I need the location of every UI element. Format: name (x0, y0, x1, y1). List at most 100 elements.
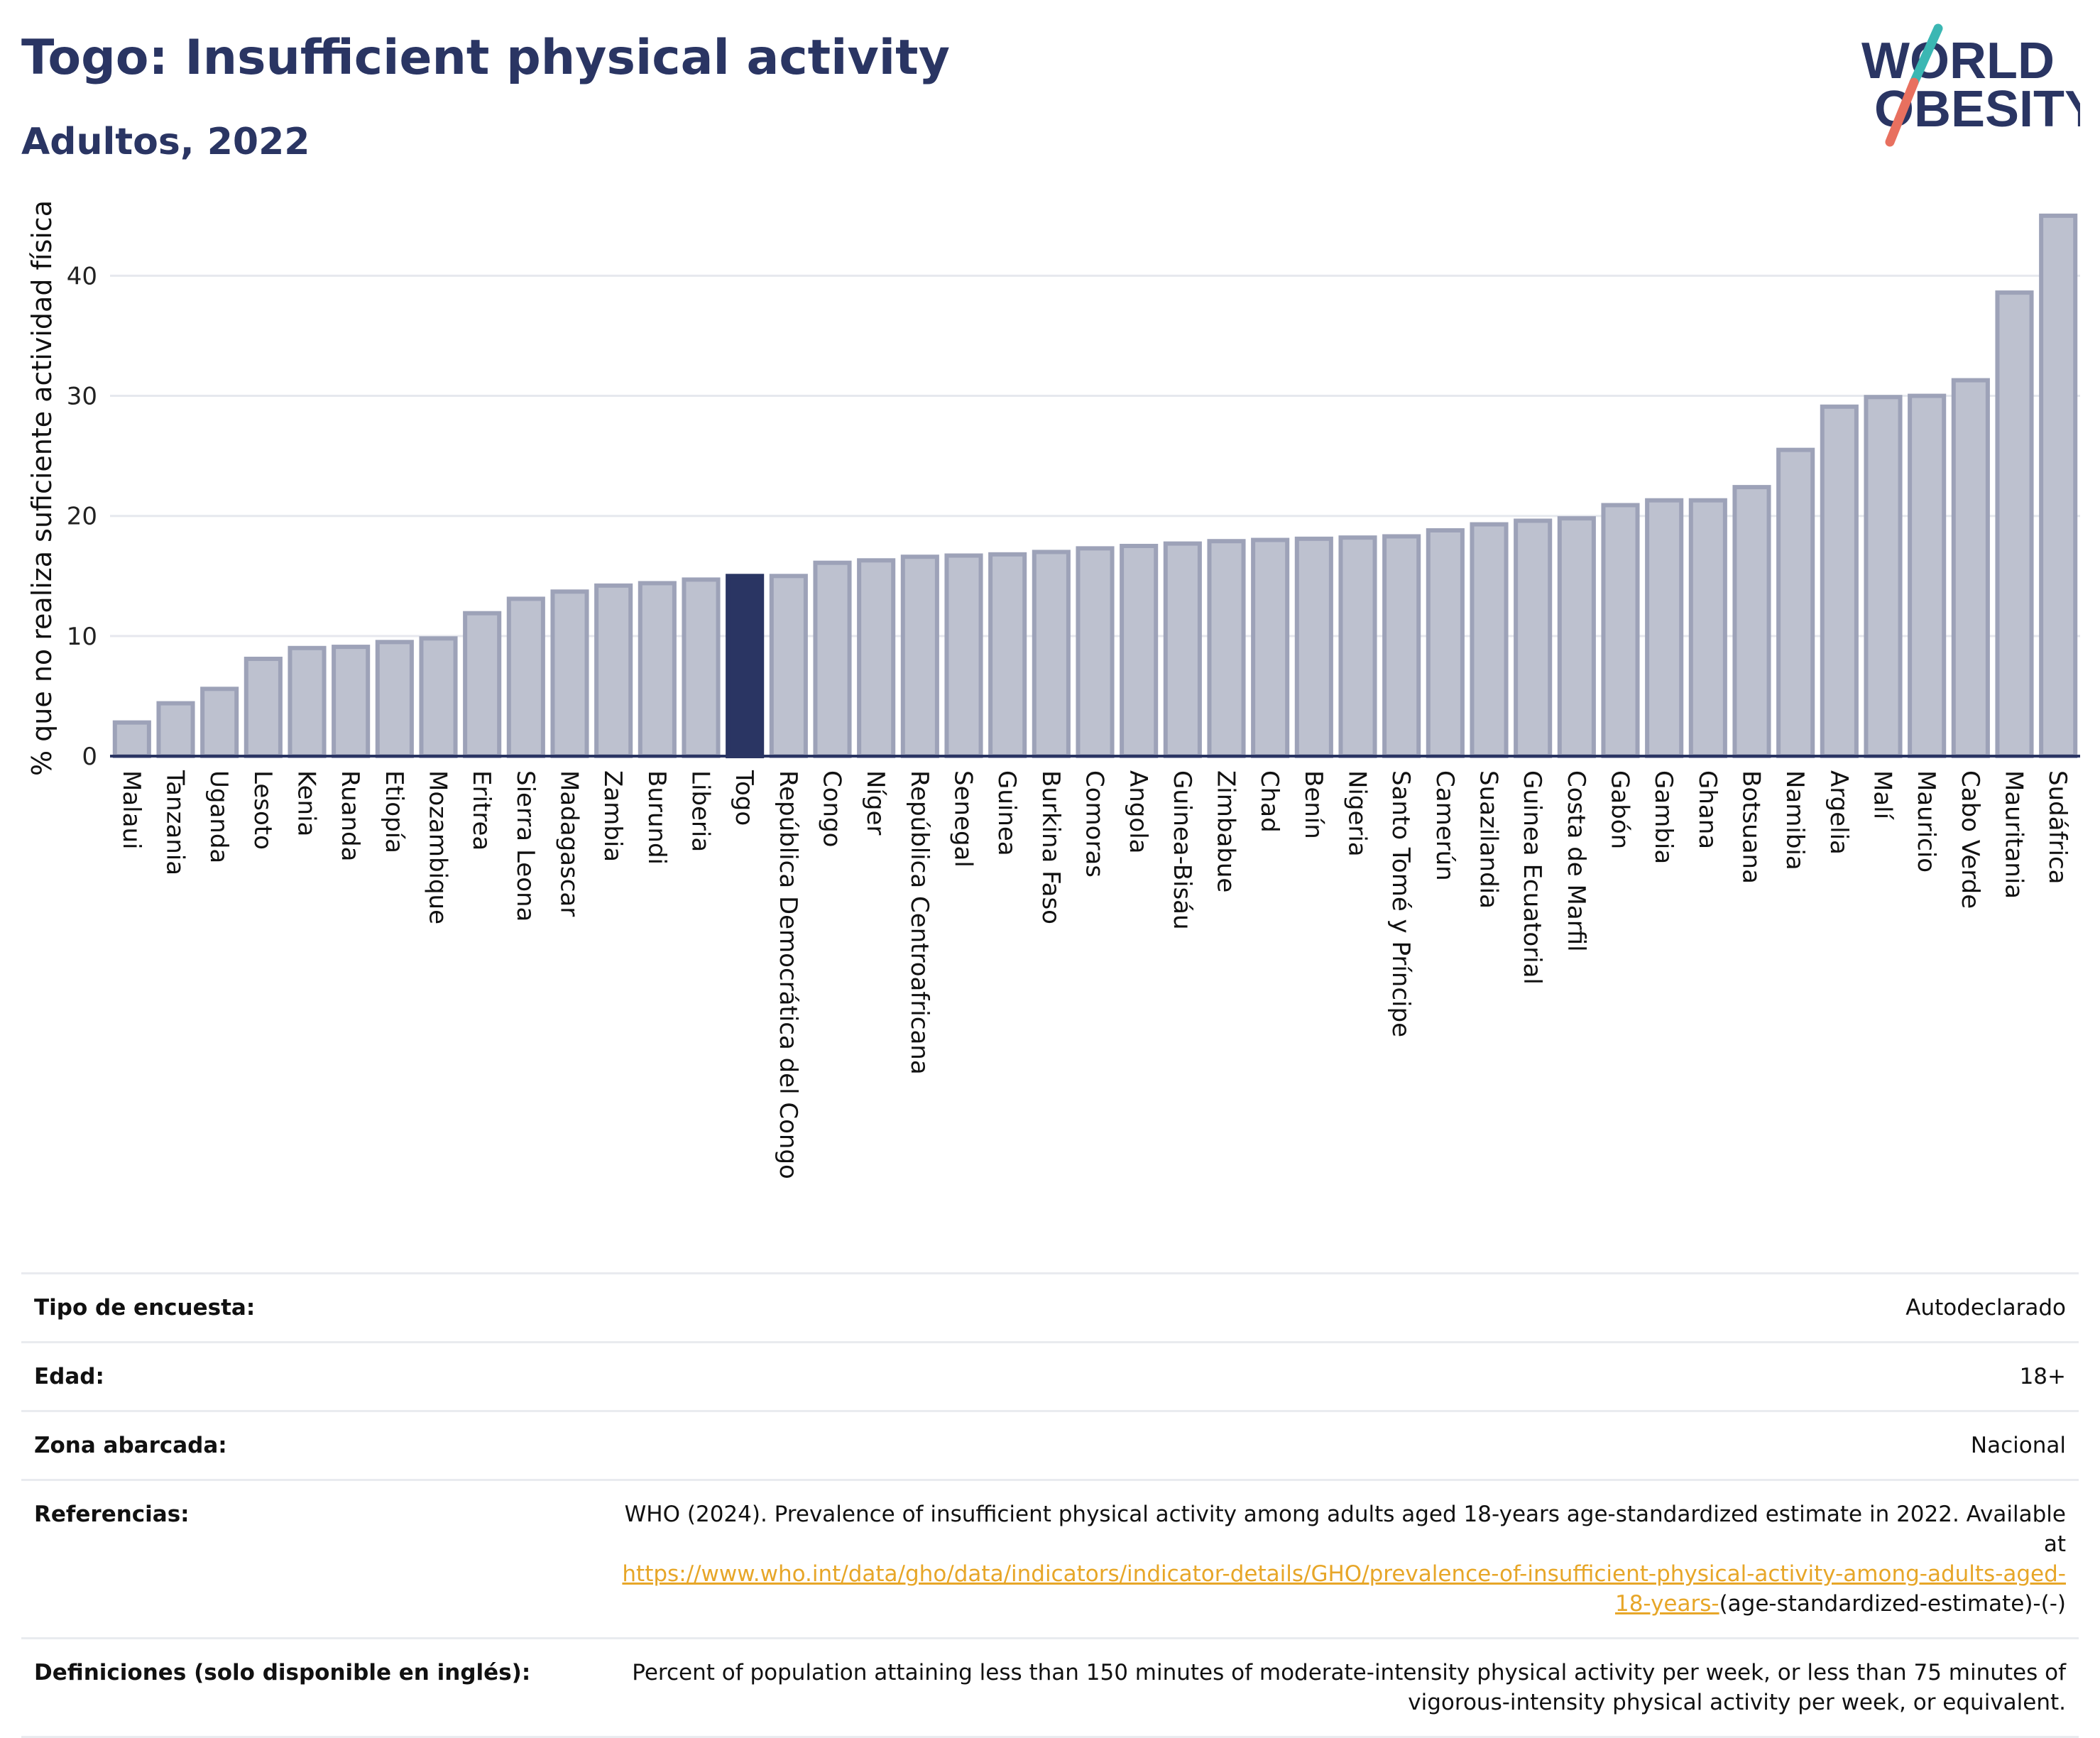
x-tick-label: Liberia (687, 770, 715, 852)
y-tick-label: 30 (67, 383, 97, 411)
bar (1032, 550, 1071, 759)
bar (244, 656, 283, 759)
bar (1645, 498, 1684, 758)
x-tick-label: Burundi (642, 770, 671, 865)
area-value: Nacional (601, 1410, 2079, 1480)
bar (419, 636, 458, 759)
bar (1732, 485, 1771, 758)
x-tick-label: Santo Tomé y Príncipe (1387, 770, 1415, 1037)
x-tick-label: Gabón (1606, 770, 1634, 849)
x-tick-label: Etiopía (380, 770, 408, 853)
bar (1120, 543, 1159, 759)
logo-slash-coral (1885, 77, 1919, 147)
x-tick-label: Guinea Ecuatorial (1518, 770, 1546, 985)
logo-slash-teal (1909, 23, 1943, 87)
survey-type-row: Tipo de encuesta: Autodeclarado (21, 1272, 2079, 1343)
definitions-text-line1: Percent of population attaining less tha… (632, 1660, 2066, 1685)
bar (1951, 378, 1990, 758)
y-tick-label: 40 (67, 262, 97, 290)
references-label: Referencias: (21, 1479, 601, 1639)
bar (726, 574, 765, 759)
bar (550, 589, 589, 758)
x-tick-label: Benín (1299, 770, 1328, 839)
x-tick-label: Mozambique (424, 770, 452, 924)
bar (1076, 546, 1115, 758)
age-row: Edad: 18+ (21, 1341, 2079, 1411)
x-tick-label: Angola (1124, 770, 1152, 853)
bar (506, 596, 545, 759)
x-tick-label: Congo (818, 770, 846, 847)
world-obesity-logo: WORLD OBESITY (1861, 23, 2080, 147)
bar (1382, 534, 1421, 758)
x-tick-label: Lesoto (248, 770, 277, 850)
x-tick-label: Chad (1255, 770, 1284, 833)
bar (1207, 539, 1246, 758)
bar (1514, 518, 1553, 758)
bar (769, 574, 808, 759)
definitions-label: Definiciones (solo disponible en inglés)… (21, 1637, 601, 1738)
y-tick-label: 0 (82, 743, 97, 771)
age-label: Edad: (21, 1341, 601, 1411)
bar (1995, 290, 2034, 759)
bar (375, 640, 414, 759)
bar (1557, 516, 1596, 758)
bar (638, 581, 677, 758)
bar (1820, 404, 1859, 758)
page-title: Togo: Insufficient physical activity (21, 30, 950, 86)
logo-word-world: WORLD (1861, 33, 2055, 89)
bar (594, 583, 633, 759)
x-tick-label: Zambia (598, 770, 627, 862)
x-tick-label: Madagascar (555, 770, 584, 917)
x-tick-label: República Centroafricana (905, 770, 934, 1075)
x-tick-label: Zimbabue (1212, 770, 1240, 892)
references-row: Referencias: WHO (2024). Prevalence of i… (21, 1479, 2079, 1639)
x-tick-label: Nigeria (1343, 770, 1372, 857)
bar (1470, 522, 1509, 758)
metadata-table: Tipo de encuesta: Autodeclarado Edad: 18… (21, 1272, 2079, 1738)
definitions-row: Definiciones (solo disponible en inglés)… (21, 1637, 2079, 1738)
area-label: Zona abarcada: (21, 1410, 601, 1480)
x-tick-label: Malaui (117, 770, 146, 849)
survey-type-label: Tipo de encuesta: (21, 1272, 601, 1343)
x-tick-label: Togo (730, 770, 758, 826)
bar (1294, 536, 1333, 759)
bar (200, 687, 239, 759)
x-tick-label: Uganda (204, 770, 233, 863)
definitions-value: Percent of population attaining less tha… (601, 1637, 2079, 1738)
references-value: WHO (2024). Prevalence of insufficient p… (601, 1479, 2079, 1639)
references-tail: (age-standardized-estimate)-(-) (1719, 1591, 2066, 1617)
x-tick-label: Mauritania (2000, 770, 2028, 899)
bar (156, 701, 195, 758)
references-text: WHO (2024). Prevalence of insufficient p… (624, 1502, 2066, 1557)
bar (1908, 393, 1947, 758)
bar (463, 611, 502, 758)
bar (1864, 395, 1903, 758)
x-tick-label: Ghana (1693, 770, 1722, 849)
bar (1776, 447, 1815, 758)
x-tick-label: Comoras (1081, 770, 1109, 878)
references-link[interactable]: https://www.who.int/data/gho/data/indica… (622, 1561, 2066, 1587)
bar (2039, 213, 2078, 759)
x-tick-label: Argelia (1825, 770, 1853, 855)
x-tick-label: Ruanda (336, 770, 364, 861)
age-value: 18+ (601, 1341, 2079, 1411)
x-tick-label: Malí (1869, 770, 1897, 821)
x-tick-label: Níger (861, 770, 890, 835)
x-tick-label: Senegal (949, 770, 978, 868)
x-tick-label: Tanzania (161, 770, 190, 875)
bar (682, 577, 721, 759)
bar (1251, 537, 1290, 758)
y-axis-title: % que no realiza suficiente actividad fí… (26, 200, 58, 776)
x-tick-label: Camerún (1431, 770, 1459, 881)
bar (1688, 498, 1727, 758)
references-link-continued[interactable]: 18-years- (1614, 1591, 1719, 1617)
bar (1426, 528, 1465, 758)
bar (112, 720, 151, 759)
bar (944, 553, 983, 759)
x-tick-label: Botsuana (1737, 770, 1766, 884)
x-tick-label: Guinea (992, 770, 1021, 856)
bar (1338, 535, 1377, 758)
definitions-text-line2: vigorous-intensity physical activity per… (1408, 1690, 2066, 1715)
x-tick-label: Gambia (1649, 770, 1678, 864)
bar (332, 645, 371, 758)
